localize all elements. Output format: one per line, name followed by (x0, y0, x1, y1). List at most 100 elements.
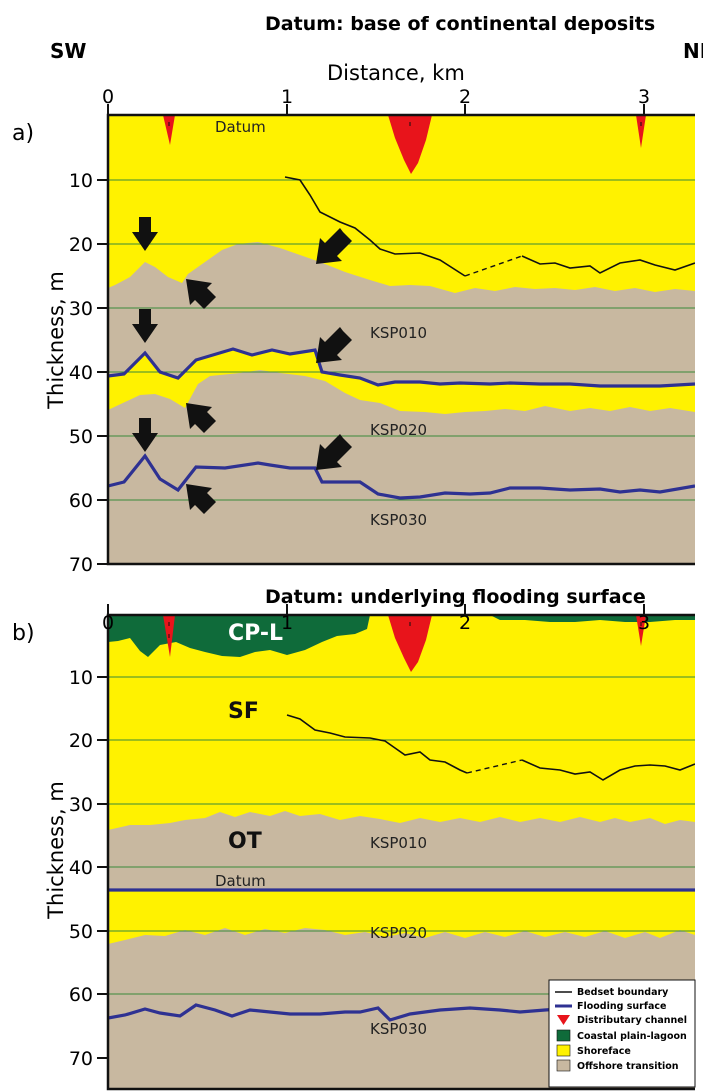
flooding-surface-ksp030 (108, 453, 695, 500)
y-tick-label: 10 (69, 667, 93, 689)
legend-label: Coastal plain-lagoon (577, 1031, 687, 1042)
arrow-downleft-icon (316, 327, 352, 363)
x-tick-label: 2 (459, 612, 471, 634)
arrow-upleft-icon (186, 279, 216, 309)
arrow-down-icon (132, 217, 158, 251)
panel-b-label: b) (12, 621, 35, 646)
legend-box (548, 979, 696, 1088)
unit-label-ksp010: KSP010 (370, 324, 427, 342)
bedset-boundary-inferred (464, 255, 523, 277)
x-axis-label: Distance, km (327, 61, 465, 85)
panel-a-title: Datum: base of continental deposits (265, 13, 655, 35)
arrow-down-icon (132, 418, 158, 452)
zone-label-coastal-plain: CP-L (228, 621, 283, 646)
y-tick-label: 30 (69, 794, 93, 816)
datum-label: Datum (215, 872, 266, 890)
x-tick-label: 1 (281, 612, 293, 634)
y-tick-label: 10 (69, 170, 93, 192)
channel-center-ticks (168, 122, 642, 126)
legend-item-flooding: Flooding surface (555, 1001, 666, 1012)
legend-swatch-channel (557, 1015, 570, 1025)
x-tick-label: 3 (638, 86, 650, 108)
panel-b-gridlines (108, 676, 695, 995)
distributary-channel-3 (636, 615, 646, 646)
unit-label-ksp030: KSP030 (370, 1020, 427, 1038)
panel-a-y-ticks: 10 20 30 40 50 60 70 (69, 170, 93, 576)
distributary-channel-2 (388, 615, 432, 672)
unit-label-ksp030: KSP030 (370, 511, 427, 529)
unit-label-ksp020: KSP020 (370, 421, 427, 439)
legend-swatch-offshore (556, 1059, 571, 1072)
legend-label: Distributary channel (577, 1015, 687, 1026)
unit-label-ksp010: KSP010 (370, 834, 427, 852)
panel-a-tickmarks (97, 104, 645, 565)
arrow-icon-group-a (132, 217, 352, 514)
legend-item-bedset: Bedset boundary (555, 987, 669, 998)
y-tick-label: 60 (69, 984, 93, 1006)
bedset-boundary-east (521, 759, 695, 781)
bedset-boundary-inferred (466, 759, 523, 774)
shoreface-upper (108, 615, 695, 830)
panel-a-plot (108, 115, 695, 564)
arrow-down-icon (132, 309, 158, 343)
direction-ne-label: NE (683, 39, 703, 63)
bedset-boundary-east (521, 255, 695, 274)
y-tick-label: 40 (69, 362, 93, 384)
y-tick-label: 20 (69, 730, 93, 752)
y-tick-label: 70 (69, 554, 93, 576)
arrow-upleft-icon (186, 484, 216, 514)
x-tick-label: 2 (459, 86, 471, 108)
panel-a: Datum: base of continental deposits SW N… (12, 13, 703, 576)
legend-item-channel: Distributary channel (557, 1015, 687, 1026)
arrow-upleft-icon (186, 403, 216, 433)
distributary-channel-3 (636, 115, 646, 148)
arrow-downleft-icon (316, 434, 352, 470)
bedset-boundary (286, 714, 468, 774)
shoreface-upper (108, 115, 695, 293)
flooding-surface-ksp020 (108, 347, 695, 388)
panel-b-frame (106, 613, 695, 1091)
arrow-downleft-icon (316, 228, 352, 264)
y-tick-label: 30 (69, 298, 93, 320)
distributary-channel-2 (388, 115, 432, 174)
x-tick-label: 0 (102, 612, 114, 634)
legend-swatch-shoreface (556, 1044, 571, 1057)
legend: Bedset boundary Flooding surface Distrib… (548, 979, 696, 1088)
y-tick-label: 20 (69, 234, 93, 256)
legend-swatch-coastal (556, 1029, 571, 1042)
panel-b: Datum: underlying flooding surface b) (12, 586, 696, 1091)
x-tick-label: 3 (638, 612, 650, 634)
zone-label-offshore: OT (228, 829, 262, 854)
unit-label-ksp020: KSP020 (370, 924, 427, 942)
y-tick-label: 40 (69, 857, 93, 879)
panel-a-x-ticks: 0 1 2 3 (102, 86, 650, 108)
legend-item-coastal: Coastal plain-lagoon (556, 1029, 687, 1042)
legend-label: Offshore transition (577, 1061, 679, 1072)
y-tick-label: 50 (69, 921, 93, 943)
zone-label-shoreface: SF (228, 699, 259, 724)
panel-b-tickmarks (97, 604, 645, 1059)
x-tick-label: 1 (281, 86, 293, 108)
panel-a-label: a) (12, 121, 34, 146)
x-tick-label: 0 (102, 86, 114, 108)
y-axis-label: Thickness, m (44, 271, 68, 410)
panel-a-frame (106, 113, 695, 566)
direction-sw-label: SW (50, 39, 86, 63)
panel-b-x-ticks: 0 1 2 3 (102, 612, 650, 634)
legend-label: Shoreface (577, 1046, 631, 1057)
legend-item-offshore: Offshore transition (556, 1059, 679, 1072)
distributary-channel-1 (163, 115, 175, 145)
legend-label: Bedset boundary (577, 987, 669, 998)
panel-b-title: Datum: underlying flooding surface (265, 586, 646, 608)
y-axis-label: Thickness, m (44, 781, 68, 920)
bedset-boundary (284, 176, 466, 277)
legend-label: Flooding surface (577, 1001, 666, 1012)
channel-center-ticks (168, 622, 642, 638)
y-tick-label: 60 (69, 490, 93, 512)
panel-b-y-ticks: 10 20 30 40 50 60 70 (69, 667, 93, 1070)
y-tick-label: 50 (69, 426, 93, 448)
legend-item-shoreface: Shoreface (556, 1044, 631, 1057)
datum-label: Datum (215, 118, 266, 136)
shoreface-middle (108, 349, 695, 414)
